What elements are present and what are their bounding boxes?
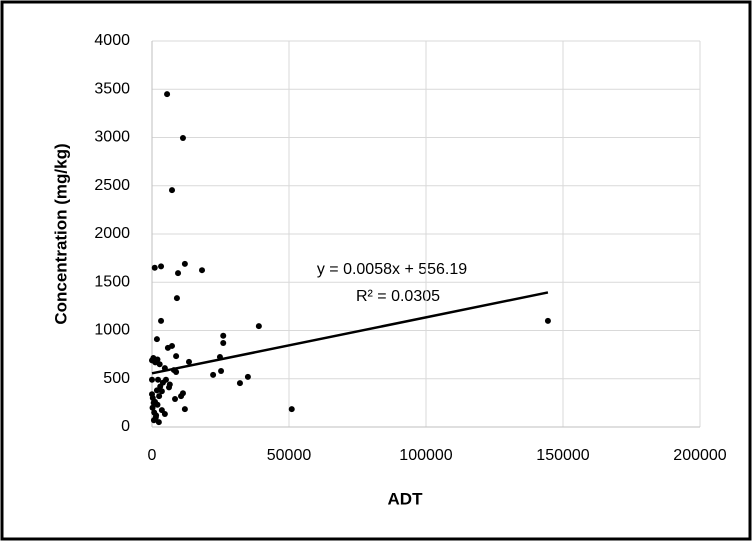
scatter-point: [179, 390, 186, 397]
scatter-point: [210, 371, 217, 378]
scatter-point: [153, 336, 160, 343]
scatter-point: [149, 404, 156, 411]
x-tick-label: 50000: [267, 447, 312, 464]
scatter-point: [156, 361, 163, 368]
scatter-point: [173, 295, 180, 302]
trend-equation: y = 0.0058x + 556.19: [317, 261, 467, 278]
scatter-point: [154, 401, 161, 408]
scatter-point: [154, 356, 161, 363]
y-axis-title: Concentration (mg/kg): [51, 143, 70, 324]
y-tick-label: 1000: [94, 322, 130, 339]
y-tick-label: 2500: [94, 177, 130, 194]
scatter-point: [164, 344, 171, 351]
y-tick-label: 2000: [94, 225, 130, 242]
scatter-point: [169, 187, 176, 194]
scatter-point: [158, 388, 165, 395]
trend-r-squared: R² = 0.0305: [356, 288, 440, 305]
scatter-point: [218, 368, 225, 375]
scatter-point: [158, 263, 165, 270]
scatter-point: [185, 358, 192, 365]
scatter-point: [155, 376, 162, 383]
scatter-point: [150, 417, 157, 424]
scatter-point: [181, 260, 188, 267]
scatter-point: [173, 353, 180, 360]
y-tick-label: 500: [103, 370, 130, 387]
y-tick-label: 3000: [94, 129, 130, 146]
scatter-point: [161, 410, 168, 417]
scatter-point: [155, 419, 162, 426]
scatter-point: [544, 317, 551, 324]
y-tick-label: 3500: [94, 80, 130, 97]
x-axis-title: ADT: [388, 489, 424, 508]
x-tick-label: 200000: [673, 447, 726, 464]
scatter-point: [149, 395, 156, 402]
x-tick-label: 100000: [399, 447, 452, 464]
scatter-point: [288, 406, 295, 413]
scatter-point: [149, 376, 155, 383]
scatter-point: [220, 332, 227, 339]
scatter-point: [158, 317, 165, 324]
scatter-point: [153, 387, 160, 394]
trendline: [151, 291, 549, 375]
scatter-point: [181, 406, 188, 413]
scatter-point: [255, 323, 262, 330]
scatter-point: [159, 379, 166, 386]
x-tick-label: 0: [148, 447, 157, 464]
scatter-point: [164, 91, 171, 98]
scatter-point: [220, 340, 227, 347]
scatter-point: [175, 270, 182, 277]
scatter-point: [199, 267, 206, 274]
scatter-point: [173, 368, 180, 375]
scatter-point: [216, 354, 223, 361]
scatter-point: [244, 373, 251, 380]
y-tick-label: 4000: [94, 32, 130, 49]
y-tick-label: 0: [121, 418, 130, 435]
scatter-point: [156, 393, 163, 400]
scatter-point: [172, 396, 179, 403]
scatter-point: [236, 380, 243, 387]
scatter-point: [179, 134, 186, 141]
scatter-point: [151, 264, 158, 271]
scatter-point: [165, 384, 172, 391]
scatter-point: [161, 365, 168, 372]
y-tick-label: 1500: [94, 273, 130, 290]
x-tick-label: 150000: [536, 447, 589, 464]
